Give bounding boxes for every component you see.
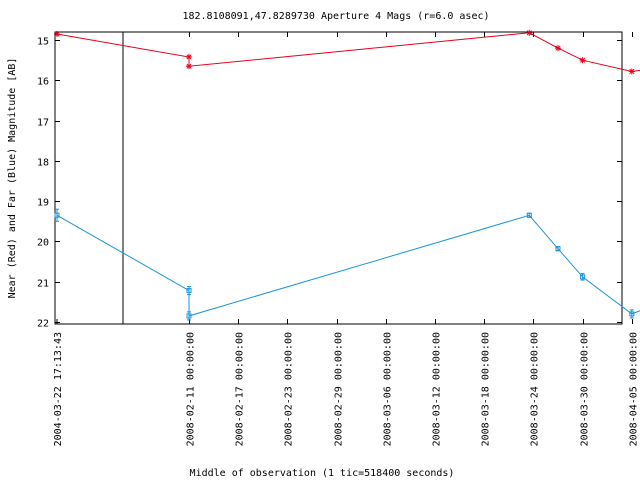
star-stroke <box>54 31 60 37</box>
plot-frame <box>54 31 623 325</box>
y-tick-label: 22 <box>37 319 49 330</box>
y-tick-label: 17 <box>37 118 49 129</box>
data-point-star <box>526 29 533 36</box>
data-point-square <box>629 311 635 317</box>
chart-title: 182.8108091,47.8289730 Aperture 4 Mags (… <box>182 11 489 22</box>
y-tick-label: 21 <box>37 279 49 290</box>
y-tick-label: 16 <box>37 77 49 88</box>
y-tick-label: 20 <box>37 238 49 249</box>
x-tick-label: 2004-03-22 17:13:43 <box>53 332 64 446</box>
series-line-0 <box>56 32 640 73</box>
data-point-square <box>555 246 561 252</box>
data-point-star <box>555 45 561 52</box>
data-point-square <box>526 212 532 218</box>
x-tick-label: 2008-02-23 00:00:00 <box>284 332 295 446</box>
star-stroke <box>555 45 561 51</box>
data-point-square <box>186 288 192 294</box>
data-point-square <box>54 212 60 218</box>
x-tick-label: 2008-03-24 00:00:00 <box>530 332 541 446</box>
plot-area: 15 16 17 18 19 20 21 22 2004-03-22 17:13:43 2008-… <box>37 29 640 446</box>
data-point-square <box>186 313 192 319</box>
data-point-star <box>186 53 192 60</box>
y-tick-label: 18 <box>37 158 49 169</box>
x-tick-label: 2008-02-29 00:00:00 <box>334 332 345 446</box>
x-tick-label: 2008-02-11 00:00:00 <box>186 332 197 446</box>
data-point-star <box>54 31 60 38</box>
star-stroke <box>526 30 532 36</box>
data-point-square <box>580 274 586 280</box>
star-stroke <box>186 63 192 69</box>
data-point-star <box>186 63 192 70</box>
star-stroke <box>629 68 635 75</box>
y-axis-label: Near (Red) and Far (Blue) Magnitude [AB] <box>7 58 18 299</box>
x-tick-label: 2008-02-17 00:00:00 <box>235 332 246 446</box>
y-tick-label: 19 <box>37 198 49 209</box>
x-tick-label: 2008-03-30 00:00:00 <box>580 332 591 446</box>
series-line-1 <box>56 214 640 317</box>
star-stroke <box>580 57 586 63</box>
x-tick-label: 2008-03-12 00:00:00 <box>432 332 443 446</box>
x-tick-label: 2008-03-06 00:00:00 <box>383 332 394 446</box>
y-tick-label: 15 <box>37 37 49 48</box>
data-point-star <box>579 57 586 64</box>
x-tick-label: 2008-03-18 00:00:00 <box>481 332 492 446</box>
star-stroke <box>186 54 192 60</box>
data-point-star <box>628 68 635 75</box>
x-axis-label: Middle of observation (1 tic=518400 seco… <box>190 468 455 479</box>
x-tick-label: 2008-04-05 00:00:00 <box>629 332 640 446</box>
